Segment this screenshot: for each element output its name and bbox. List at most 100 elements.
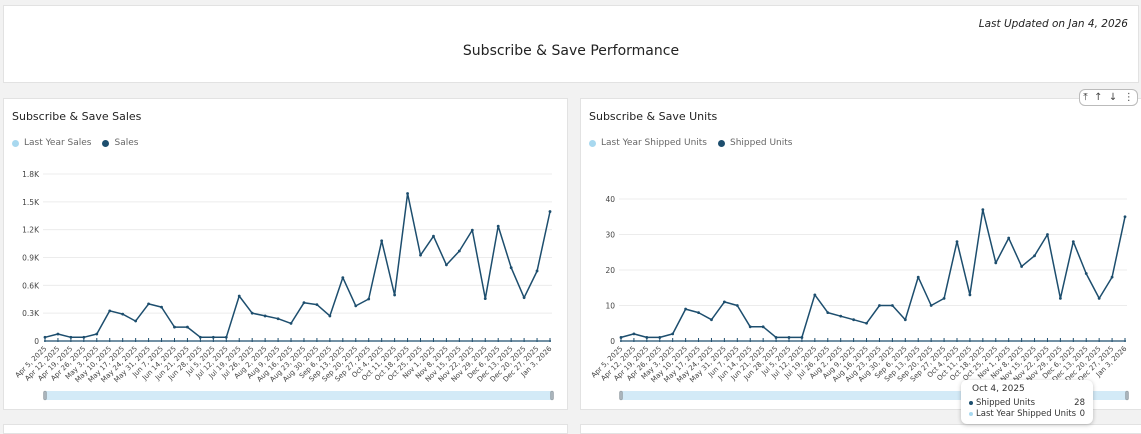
data-point	[632, 332, 636, 336]
more-options-icon[interactable]: ⋮	[1123, 91, 1134, 103]
data-point	[1123, 215, 1127, 219]
range-slider-end-handle[interactable]	[1125, 390, 1129, 401]
data-point	[496, 224, 500, 228]
data-point	[173, 325, 176, 329]
data-point	[774, 336, 778, 339]
data-point	[748, 325, 752, 329]
range-slider-track[interactable]	[621, 391, 1127, 400]
units-chart-legend: Last Year Shipped Units Shipped Units	[589, 138, 803, 148]
data-point	[826, 311, 830, 314]
data-point	[916, 275, 920, 279]
data-point	[968, 293, 972, 297]
data-point	[535, 269, 539, 273]
data-point	[722, 300, 726, 304]
legend-dot-last-year	[12, 139, 19, 147]
tooltip-row: Last Year Shipped Units 0	[969, 408, 1085, 419]
y-tick-label: 0.6K	[22, 281, 40, 290]
y-tick-label: 30	[605, 231, 615, 240]
data-point	[509, 266, 513, 270]
header-card: Last Updated on Jan 4, 2026 Subscribe & …	[3, 5, 1139, 83]
data-point	[1058, 297, 1062, 300]
data-point	[710, 318, 713, 322]
legend-item-last-year-shipped-units[interactable]: Last Year Shipped Units	[589, 138, 707, 148]
legend-item-shipped-units[interactable]: Shipped Units	[718, 138, 792, 148]
data-point	[865, 321, 868, 325]
data-point	[406, 192, 409, 195]
data-point	[929, 304, 933, 307]
move-down-icon[interactable]: ↓	[1108, 91, 1118, 103]
data-point	[1084, 272, 1088, 275]
units-chart-title: Subscribe & Save Units	[589, 110, 718, 123]
data-point	[548, 210, 552, 213]
legend-dot-last-year	[589, 139, 596, 147]
data-point	[619, 336, 623, 339]
legend-dot-current	[718, 139, 725, 147]
data-point	[147, 302, 150, 306]
data-point	[955, 240, 959, 244]
move-to-top-icon[interactable]: ⤒	[1083, 91, 1088, 103]
move-up-icon[interactable]: ↑	[1094, 91, 1103, 103]
data-point	[445, 263, 448, 267]
data-point	[813, 293, 817, 297]
data-point	[393, 293, 397, 297]
next-card-left	[3, 424, 568, 434]
y-tick-label: 0	[610, 337, 615, 346]
legend-dot-current	[102, 139, 110, 147]
data-point	[878, 304, 881, 307]
data-point	[419, 253, 422, 257]
data-point	[1007, 236, 1011, 240]
range-slider-track[interactable]	[45, 391, 552, 400]
data-point	[761, 325, 765, 329]
tooltip-title: Oct 4, 2025	[972, 384, 1025, 394]
data-point	[82, 335, 86, 339]
y-tick-label: 1.2K	[22, 226, 40, 235]
tooltip-row: Shipped Units 28	[969, 397, 1085, 408]
visual-toolbar: ⤒ ↑ ↓ ⋮	[1079, 89, 1138, 106]
legend-item-sales[interactable]: Sales	[102, 138, 138, 148]
data-point	[981, 208, 985, 212]
sales-chart-card: Subscribe & Save Sales Last Year Sales S…	[3, 98, 568, 410]
data-point	[289, 321, 293, 325]
tooltip-value: 0	[1079, 408, 1085, 419]
data-point	[160, 305, 163, 309]
data-point	[237, 294, 241, 298]
y-tick-label: 1.8K	[22, 170, 40, 179]
data-point	[903, 318, 907, 322]
data-point	[134, 319, 138, 323]
data-point	[354, 304, 358, 308]
sales-chart-legend: Last Year Sales Sales	[12, 138, 149, 148]
range-slider-start-handle[interactable]	[619, 390, 623, 401]
y-tick-label: 0.3K	[22, 309, 40, 318]
series-line-shipped-units	[620, 208, 1126, 339]
data-point	[1033, 254, 1036, 258]
data-point	[1097, 297, 1101, 300]
data-point	[43, 335, 47, 339]
data-point	[1071, 240, 1075, 244]
series-line-sales	[44, 192, 551, 339]
tooltip-label: Shipped Units	[976, 397, 1035, 408]
data-point	[367, 297, 371, 301]
data-point	[1046, 233, 1049, 236]
data-point	[211, 335, 215, 339]
data-point	[684, 307, 688, 311]
data-point	[787, 336, 791, 339]
data-point	[121, 312, 125, 316]
tooltip-value: 28	[1074, 397, 1085, 408]
range-slider-end-handle[interactable]	[550, 390, 554, 401]
data-point	[645, 336, 649, 339]
range-slider-start-handle[interactable]	[43, 390, 47, 401]
next-card-right	[580, 424, 1141, 434]
data-point	[942, 297, 946, 300]
data-point	[432, 234, 435, 238]
page-title: Subscribe & Save Performance	[462, 43, 680, 59]
legend-item-last-year-sales[interactable]: Last Year Sales	[12, 138, 91, 148]
data-point	[56, 332, 60, 336]
legend-label: Last Year Sales	[24, 138, 92, 148]
data-point	[224, 335, 228, 339]
data-point	[522, 296, 526, 300]
data-point	[186, 325, 189, 329]
y-tick-label: 10	[605, 302, 615, 311]
data-point	[108, 309, 112, 313]
